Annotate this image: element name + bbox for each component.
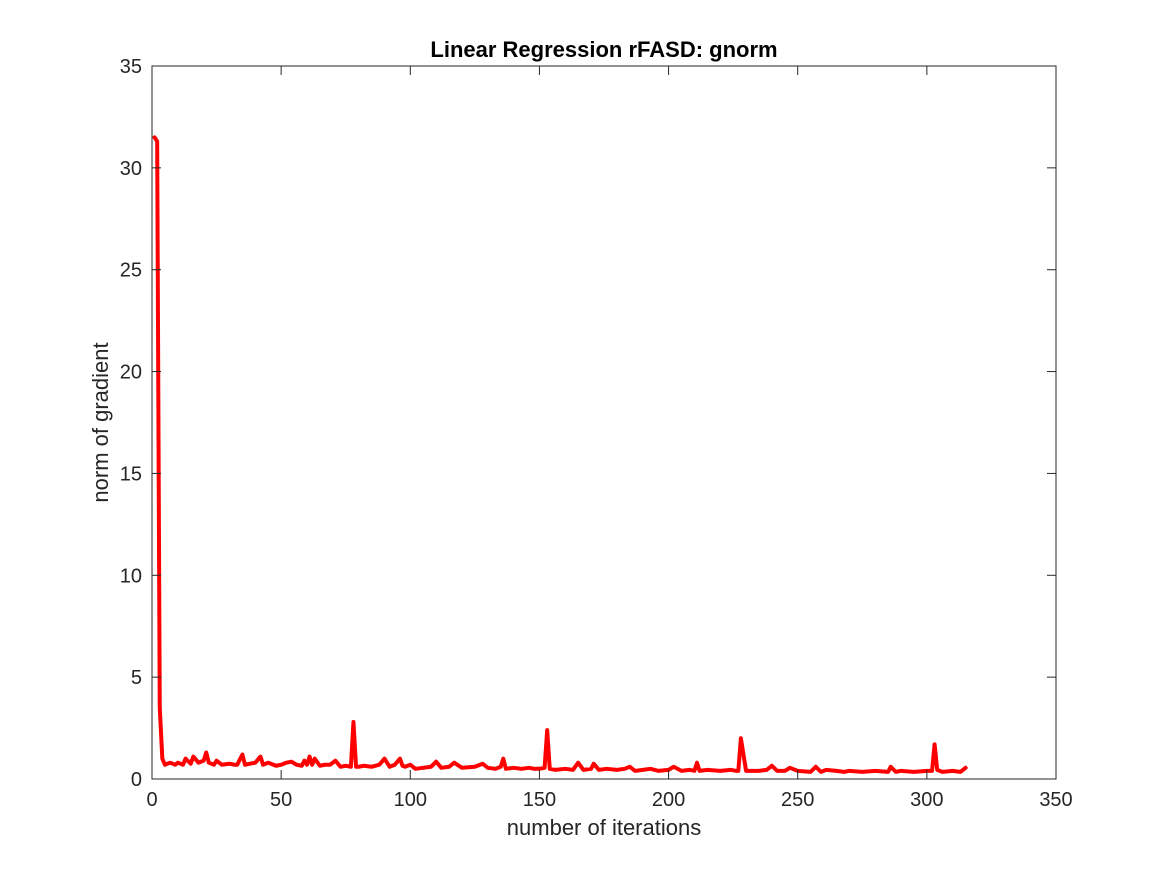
gradient-norm-line bbox=[152, 135, 968, 774]
x-tick-label: 50 bbox=[270, 789, 292, 811]
y-tick-label: 5 bbox=[131, 667, 142, 689]
x-axis: 0 50 100 150 200 250 300 350 bbox=[146, 66, 1073, 811]
y-tick-label: 35 bbox=[120, 56, 142, 78]
y-axis-label: norm of gradient bbox=[88, 342, 113, 502]
y-tick-label: 10 bbox=[120, 565, 142, 587]
y-tick-label: 15 bbox=[120, 463, 142, 485]
y-axis: 0 5 10 15 20 25 30 35 bbox=[120, 56, 1056, 791]
x-tick-label: 300 bbox=[910, 789, 943, 811]
chart-title: Linear Regression rFASD: gnorm bbox=[430, 37, 777, 62]
y-tick-label: 20 bbox=[120, 362, 142, 384]
y-tick-label: 25 bbox=[120, 260, 142, 282]
y-tick-label: 0 bbox=[131, 769, 142, 791]
plot-area bbox=[151, 65, 1057, 780]
y-tick-label: 30 bbox=[120, 158, 142, 180]
x-tick-label: 100 bbox=[394, 789, 427, 811]
x-tick-label: 350 bbox=[1039, 789, 1072, 811]
x-tick-label: 250 bbox=[781, 789, 814, 811]
plot-frame bbox=[151, 65, 1057, 780]
x-axis-label: number of iterations bbox=[507, 815, 701, 840]
x-tick-label: 150 bbox=[523, 789, 556, 811]
x-tick-label: 0 bbox=[146, 789, 157, 811]
x-tick-label: 200 bbox=[652, 789, 685, 811]
